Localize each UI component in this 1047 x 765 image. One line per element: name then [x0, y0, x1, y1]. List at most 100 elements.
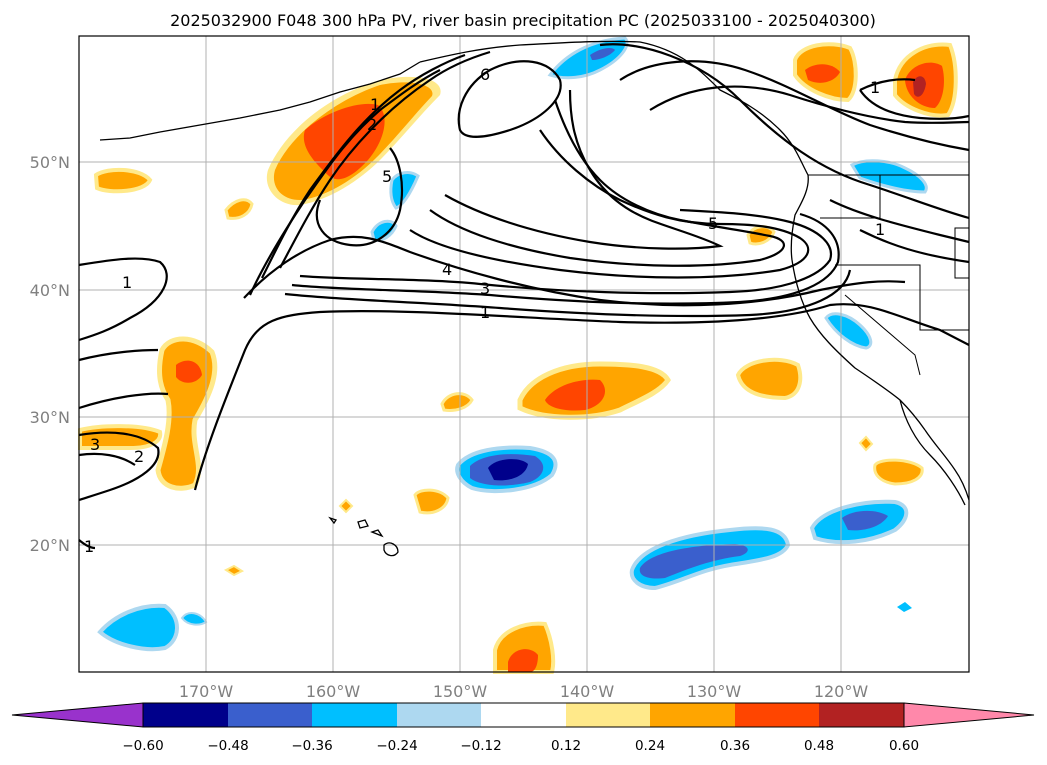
- lon-label-120w: 120°W: [814, 682, 869, 701]
- pv-contour-north-arc-c: [649, 85, 970, 124]
- shade-positive-125w: [735, 357, 803, 401]
- border-states-d: [844, 294, 921, 376]
- shade-positive-150w: [440, 392, 474, 412]
- contour-label-10: 1: [875, 220, 885, 239]
- colorbar-tick-8: 0.36: [720, 738, 750, 754]
- shade-positive-ne1-core: [805, 64, 840, 83]
- colorbar-tick-3: −0.36: [291, 738, 332, 754]
- shade-positive-w50: [93, 167, 153, 194]
- island-hawaii-4: [383, 542, 399, 557]
- hawaii-islands: [328, 516, 399, 557]
- colorbar-tick-4: −0.24: [376, 738, 417, 754]
- contour-label-4: 5: [382, 167, 392, 186]
- shade-negative-c25-core: [488, 459, 528, 481]
- island-hawaii-2: [357, 519, 369, 529]
- border-states-a: [820, 175, 881, 219]
- shade-positive-ne2-peak: [913, 76, 926, 97]
- contour-label-5: 5: [708, 214, 718, 233]
- border-states-b: [835, 264, 969, 331]
- borders: [808, 174, 970, 376]
- colorbar-bin-4: [397, 703, 481, 727]
- lat-labels: 50°N 40°N 30°N 20°N: [30, 153, 70, 555]
- contour-labels: 1 2 6 5 5 4 3 1 1 1 3 2 1 1: [84, 65, 885, 556]
- lat-label-50n: 50°N: [30, 153, 70, 172]
- pv-contour-sw-c: [78, 392, 169, 410]
- contour-label-1: 1: [370, 95, 380, 114]
- shade-positive-22n: [413, 488, 450, 515]
- contour-label-2: 2: [367, 115, 377, 134]
- lon-label-130w: 130°W: [687, 682, 742, 701]
- lon-label-140w: 140°W: [560, 682, 615, 701]
- coast-us-west: [791, 259, 926, 431]
- pv-contour-mid-a: [409, 129, 810, 279]
- colorbar: −0.60 −0.48 −0.36 −0.24 −0.12 0.12 0.24 …: [11, 702, 1035, 754]
- shade-positive-tiny3: [223, 564, 245, 577]
- shade-positive-175w-core: [176, 360, 202, 383]
- map-frame: [78, 35, 970, 673]
- coast-alaska: [419, 40, 809, 176]
- shade-positive-w46: [224, 198, 254, 220]
- colorbar-bin-8: [735, 703, 819, 727]
- lon-label-160w: 160°W: [306, 682, 361, 701]
- shade-negative-sw: [97, 603, 179, 652]
- gridlines: [79, 36, 969, 672]
- shade-positive-tiny2: [338, 498, 354, 514]
- contour-label-3: 6: [480, 65, 490, 84]
- pv-contour-east-b: [859, 229, 970, 264]
- pv-contour-4: [279, 50, 491, 269]
- map-background: [79, 36, 969, 672]
- contour-label-13: 1: [870, 78, 880, 97]
- shade-positive-tiny: [858, 435, 874, 452]
- colorbar-tick-2: −0.48: [207, 738, 248, 754]
- contour-label-11: 3: [90, 435, 100, 454]
- lat-label-40n: 40°N: [30, 281, 70, 300]
- colorbar-bin-5: [481, 703, 566, 727]
- lat-label-20n: 20°N: [30, 536, 70, 555]
- coast-bc: [790, 174, 809, 261]
- pv-contour-pv3: [291, 212, 840, 305]
- pv-contour-sw-a: [78, 257, 168, 342]
- island-hawaii-1: [328, 516, 338, 525]
- shade-negative-canada: [849, 159, 928, 194]
- shade-positive-baja: [873, 458, 924, 486]
- pv-contour-mid-c: [444, 89, 724, 250]
- contour-label-7: 3: [480, 279, 490, 298]
- contour-label-14: 1: [84, 537, 94, 556]
- coast-aleutians: [99, 61, 421, 141]
- colorbar-tick-7: 0.24: [635, 738, 665, 754]
- shade-positive-mid30-core: [545, 379, 605, 411]
- colorbar-bin-9: [819, 703, 904, 727]
- pv-contour-1-outer: [193, 303, 970, 491]
- pv-contour-sw-e: [78, 452, 136, 466]
- coast-baja: [899, 399, 966, 506]
- colorbar-bin-2: [228, 703, 312, 727]
- coastlines: [99, 40, 970, 506]
- pv-contours: [78, 43, 970, 550]
- colorbar-bin-3: [312, 703, 397, 727]
- colorbar-bin-7: [650, 703, 735, 727]
- colorbar-tick-6: 0.12: [551, 738, 581, 754]
- shade-negative-north: [547, 36, 629, 80]
- pv-contour-sw-b: [78, 348, 159, 362]
- contour-label-8: 1: [480, 303, 490, 322]
- pv-contour-north-arc-d: [859, 78, 970, 120]
- contour-label-12: 2: [134, 447, 144, 466]
- figure-title: 2025032900 F048 300 hPa PV, river basin …: [170, 11, 876, 30]
- precipitation-shading: [78, 36, 958, 674]
- colorbar-tick-10: 0.60: [889, 738, 919, 754]
- pv-contour-sw-d: [78, 431, 160, 502]
- colorbar-bin-6: [566, 703, 650, 727]
- lon-labels: 170°W 160°W 150°W 140°W 130°W 120°W: [179, 682, 869, 701]
- colorbar-tick-9: 0.48: [804, 738, 834, 754]
- colorbar-outline: [142, 702, 905, 728]
- contour-label-9: 1: [122, 273, 132, 292]
- pv-contour-mid-b: [429, 99, 785, 267]
- colorbar-tick-5: −0.12: [460, 738, 501, 754]
- shade-negative-s17-core: [639, 544, 748, 579]
- shade-negative-e15: [897, 602, 912, 612]
- pv-contour-east-a: [829, 199, 970, 244]
- map-plot-area: 1 2 6 5 5 4 3 1 1 1 3 2 1 1: [78, 36, 970, 674]
- pv-contour-1-inner: [243, 235, 906, 307]
- shade-negative-a: [389, 171, 420, 210]
